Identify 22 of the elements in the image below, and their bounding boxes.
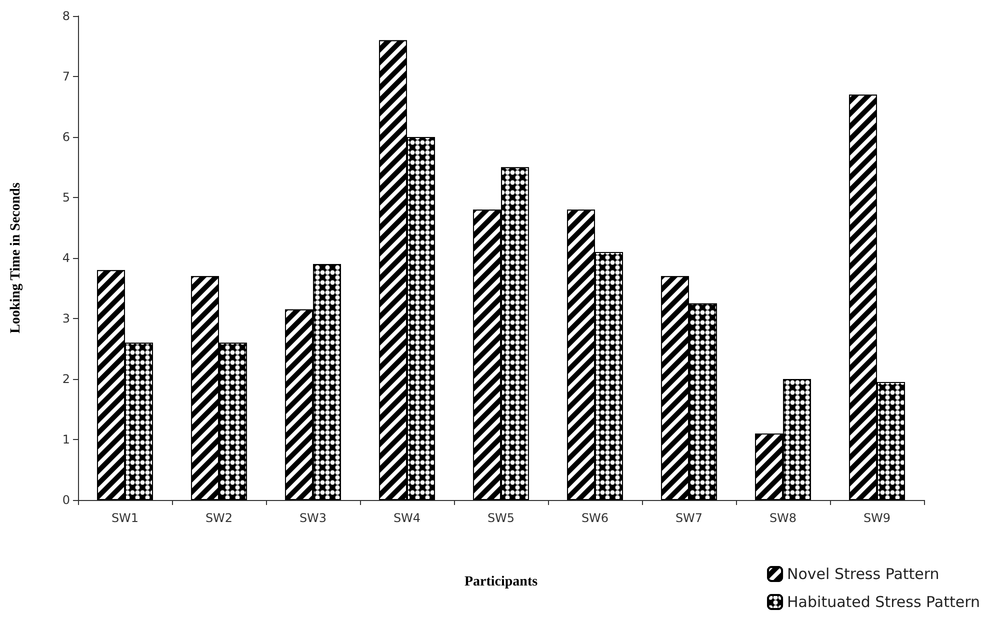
x-tick-label: SW4 (393, 511, 421, 525)
legend-label: Novel Stress Pattern (787, 565, 940, 583)
x-tick-label: SW3 (299, 511, 327, 525)
y-tick-label: 8 (62, 9, 70, 23)
y-tick-label: 5 (62, 190, 70, 204)
y-tick-label: 2 (62, 372, 70, 386)
x-tick-label: SW9 (863, 511, 891, 525)
y-tick-label: 6 (62, 130, 70, 144)
x-tick-label: SW7 (675, 511, 703, 525)
y-tick-label: 7 (62, 70, 70, 84)
x-tick-label: SW5 (487, 511, 515, 525)
x-tick-label: SW1 (111, 511, 139, 525)
y-tick-label: 4 (62, 251, 70, 265)
y-tick-label: 3 (62, 312, 70, 326)
x-tick-label: SW2 (205, 511, 233, 525)
y-axis-title: Looking Time in Seconds (8, 182, 24, 334)
y-tick-label: 1 (62, 432, 70, 446)
x-tick-label: SW6 (581, 511, 609, 525)
y-tick-label: 0 (62, 493, 70, 507)
x-tick-label: SW8 (769, 511, 797, 525)
x-axis-title: Participants (464, 574, 538, 590)
legend-label: Habituated Stress Pattern (787, 593, 980, 611)
